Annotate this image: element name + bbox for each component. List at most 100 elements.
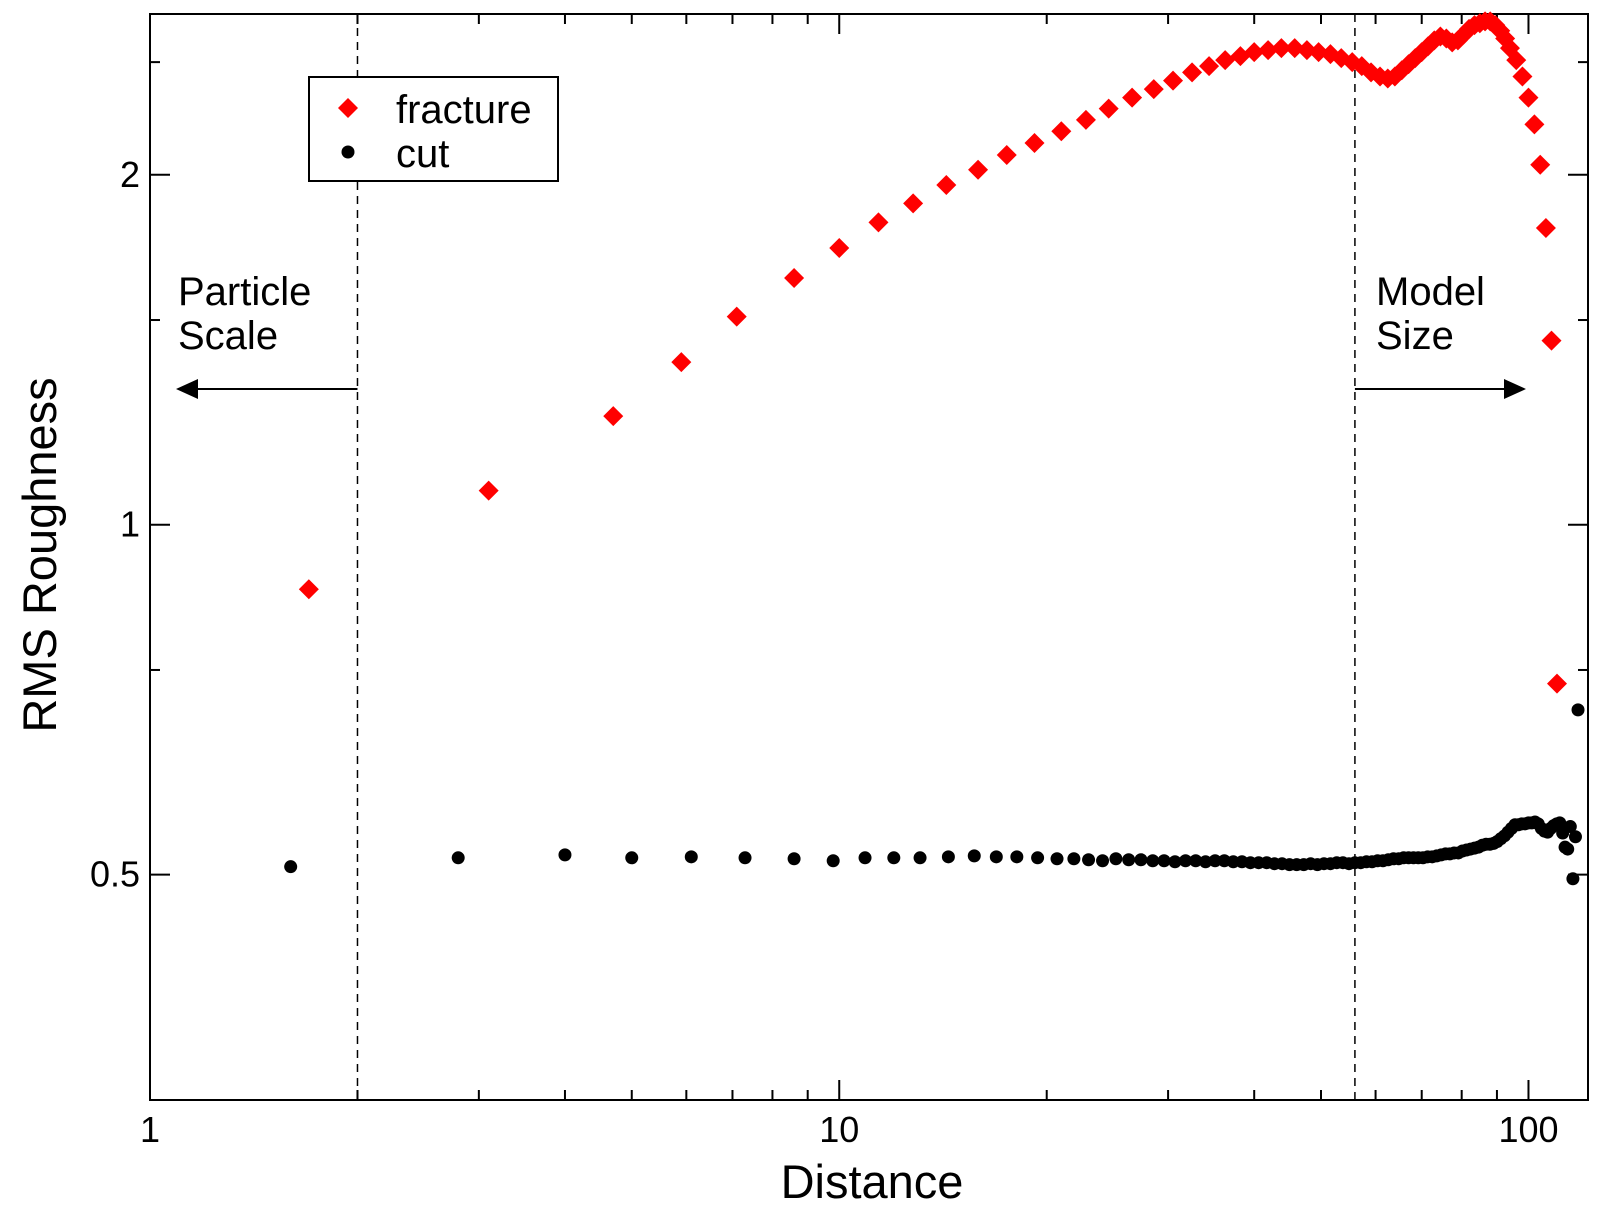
series-cut: [284, 703, 1585, 886]
cut-point: [1561, 842, 1575, 856]
annotation-model-size-text: Model: [1376, 270, 1485, 314]
x-tick-label: 10: [819, 1109, 859, 1150]
fracture-point: [1258, 40, 1279, 61]
x-axis-label: Distance: [781, 1155, 964, 1208]
plot-border: [149, 13, 1589, 1101]
fracture-point: [1320, 44, 1341, 65]
fracture-point: [1284, 38, 1305, 59]
annotation-particle-scale-text: Scale: [178, 314, 278, 358]
arrow-right-head: [1504, 379, 1526, 399]
cut-point: [1050, 852, 1064, 866]
fracture-point: [1535, 217, 1556, 238]
legend-box: [308, 76, 559, 182]
fracture-point: [1547, 673, 1568, 694]
fracture-point: [1512, 66, 1533, 87]
cut-point: [826, 854, 840, 868]
legend-cut-marker: [341, 145, 355, 159]
cut-point: [1571, 703, 1585, 717]
fracture-point: [903, 193, 924, 214]
fracture-point: [1182, 62, 1203, 83]
fracture-point: [671, 352, 692, 373]
fracture-point: [603, 406, 624, 427]
cut-point: [1553, 816, 1567, 830]
data-series: [284, 11, 1585, 886]
cut-point: [858, 851, 872, 865]
y-axis-label: RMS Roughness: [13, 377, 66, 732]
fracture-point: [726, 306, 747, 327]
annotation-model-size-text: Size: [1376, 314, 1454, 358]
cut-point: [941, 850, 955, 864]
fracture-point: [1098, 98, 1119, 119]
fracture-point: [1199, 56, 1220, 77]
x-axis-ticks: 1 10 100: [140, 14, 1559, 1150]
cut-point: [1082, 853, 1096, 867]
cut-point: [558, 848, 572, 862]
fracture-point: [1453, 24, 1474, 45]
cut-point: [1199, 855, 1213, 869]
cut-point: [967, 849, 981, 863]
cut-point: [451, 851, 465, 865]
fracture-point: [1024, 132, 1045, 153]
cut-point: [1067, 852, 1081, 866]
fracture-point: [1163, 70, 1184, 91]
cut-point: [887, 851, 901, 865]
cut-point: [989, 850, 1003, 864]
legend-fracture-label: fracture: [396, 88, 532, 132]
cut-point: [1096, 854, 1110, 868]
fracture-point: [996, 144, 1017, 165]
cut-point: [1157, 854, 1171, 868]
cut-point: [284, 860, 298, 874]
fracture-point: [478, 480, 499, 501]
y-axis-ticks: 0.5 1 2: [90, 61, 1588, 895]
fracture-point: [1051, 121, 1072, 142]
y-tick-label: 0.5: [90, 854, 140, 895]
cut-point: [625, 851, 639, 865]
cut-point: [1168, 855, 1182, 869]
legend-fracture-marker: [338, 98, 358, 118]
y-tick-label: 1: [120, 504, 140, 545]
cut-point: [684, 850, 698, 864]
fracture-point: [1244, 42, 1265, 63]
cut-point: [1010, 850, 1024, 864]
cut-point: [1109, 852, 1123, 866]
fracture-point: [1075, 109, 1096, 130]
y-tick-label: 2: [120, 154, 140, 195]
cut-point: [1122, 853, 1136, 867]
cut-point: [1179, 854, 1193, 868]
cut-point: [1146, 854, 1160, 868]
cut-point: [738, 851, 752, 865]
fracture-point: [784, 268, 805, 289]
fracture-point: [1143, 79, 1164, 100]
annotation-particle-scale-text: Particle: [178, 270, 311, 314]
arrow-left-head: [176, 379, 198, 399]
fracture-point: [1518, 87, 1539, 108]
fracture-point: [868, 212, 889, 233]
fracture-point: [1122, 87, 1143, 108]
series-fracture: [298, 11, 1568, 694]
x-tick-label: 100: [1498, 1109, 1558, 1150]
fracture-point: [829, 237, 850, 258]
cut-point: [1031, 851, 1045, 865]
fracture-point: [1331, 48, 1352, 69]
cut-point: [1566, 872, 1580, 886]
cut-point: [1563, 820, 1577, 834]
cut-point: [1568, 830, 1582, 844]
x-tick-label: 1: [140, 1109, 160, 1150]
legend-cut-label: cut: [396, 132, 449, 176]
fracture-point: [968, 159, 989, 180]
fracture-point: [1271, 38, 1292, 59]
cut-point: [1208, 854, 1222, 868]
cut-point: [787, 852, 801, 866]
cut-point: [1189, 854, 1203, 868]
cut-point: [913, 851, 927, 865]
fracture-point: [1530, 154, 1551, 175]
fracture-point: [1506, 50, 1527, 71]
cut-point: [1134, 853, 1148, 867]
fracture-point: [298, 579, 319, 600]
plot-frame: [149, 13, 1589, 1101]
fracture-point: [1215, 50, 1236, 71]
fracture-point: [936, 174, 957, 195]
fracture-point: [1524, 114, 1545, 135]
